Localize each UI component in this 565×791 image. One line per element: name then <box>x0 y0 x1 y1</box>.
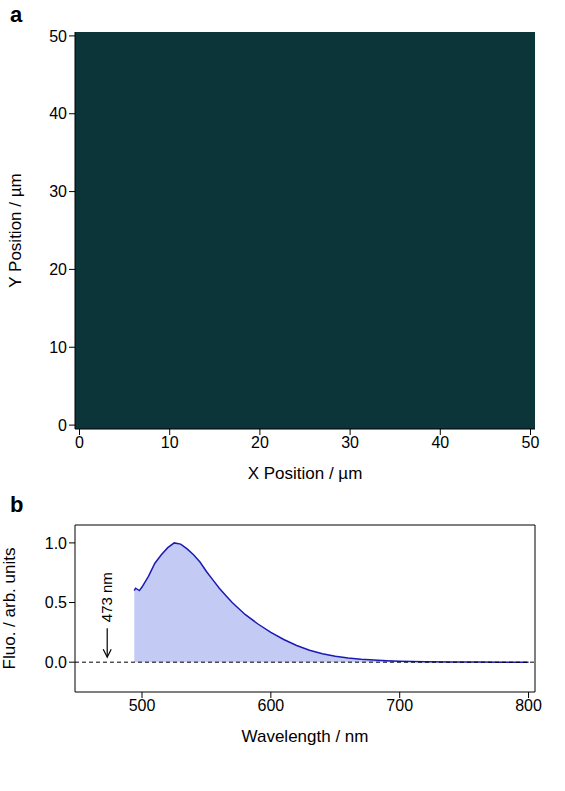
svg-text:473 nm: 473 nm <box>98 572 115 622</box>
svg-text:50: 50 <box>522 434 540 451</box>
svg-text:0.0: 0.0 <box>45 654 67 671</box>
svg-text:40: 40 <box>49 105 67 122</box>
html-text:b: b <box>10 492 24 517</box>
svg-text:Fluo. / arb. units: Fluo. / arb. units <box>0 548 19 670</box>
svg-text:0.5: 0.5 <box>45 594 67 611</box>
svg-text:800: 800 <box>515 697 542 714</box>
svg-text:600: 600 <box>258 697 285 714</box>
svg-text:500: 500 <box>129 697 156 714</box>
svg-text:700: 700 <box>386 697 413 714</box>
svg-text:20: 20 <box>49 261 67 278</box>
svg-text:40: 40 <box>431 434 449 451</box>
svg-text:0: 0 <box>75 434 84 451</box>
svg-text:30: 30 <box>49 183 67 200</box>
svg-text:10: 10 <box>161 434 179 451</box>
svg-text:20: 20 <box>251 434 269 451</box>
html-text:a: a <box>10 2 23 27</box>
svg-text:X Position / µm: X Position / µm <box>248 464 363 483</box>
svg-text:Y Position / µm: Y Position / µm <box>6 173 25 287</box>
svg-text:0: 0 <box>58 417 67 434</box>
svg-text:10: 10 <box>49 339 67 356</box>
svg-text:50: 50 <box>49 28 67 45</box>
svg-text:1.0: 1.0 <box>45 535 67 552</box>
svg-text:30: 30 <box>341 434 359 451</box>
svg-text:Wavelength / nm: Wavelength / nm <box>242 727 369 746</box>
